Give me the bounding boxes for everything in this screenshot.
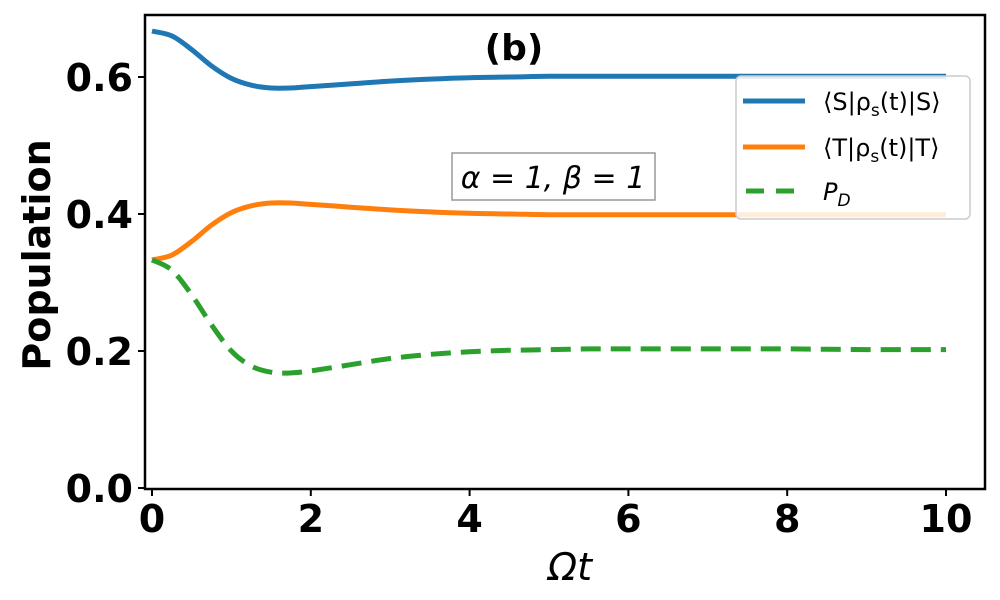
x-axis-ticks: 0 2 4 6 8 10: [139, 489, 973, 541]
y-tick-label: 0.2: [66, 330, 133, 374]
panel-label: (b): [485, 28, 544, 69]
x-tick-label: 8: [774, 497, 800, 541]
legend-label-triplet: ⟨T|ρs(t)|T⟩: [823, 134, 939, 167]
y-tick-label: 0.4: [66, 193, 133, 237]
x-tick-label: 4: [456, 497, 482, 541]
y-tick-label: 0.0: [66, 467, 133, 511]
legend-label-singlet: ⟨S|ρs(t)|S⟩: [823, 88, 941, 121]
x-tick-label: 2: [298, 497, 324, 541]
legend-label-pd: PD: [823, 178, 851, 211]
y-axis-label: Population: [15, 139, 59, 370]
x-tick-label: 10: [920, 497, 973, 541]
y-axis-ticks: 0.0 0.2 0.4 0.6: [66, 56, 145, 511]
x-tick-label: 6: [615, 497, 641, 541]
x-tick-label: 0: [139, 497, 165, 541]
series-pd-line: [150, 257, 947, 376]
legend: ⟨S|ρs(t)|S⟩ ⟨T|ρs(t)|T⟩ PD: [735, 75, 971, 220]
x-axis-label: Ωt: [546, 545, 594, 589]
y-tick-label: 0.6: [66, 56, 133, 100]
axes-frame: [143, 13, 987, 491]
series-singlet-line: [151, 28, 946, 91]
parameter-annotation: α = 1, β = 1: [451, 152, 656, 201]
parameter-annotation-text: α = 1, β = 1: [461, 161, 646, 196]
series-layer: [150, 28, 947, 376]
series-triplet-line: [151, 200, 946, 263]
